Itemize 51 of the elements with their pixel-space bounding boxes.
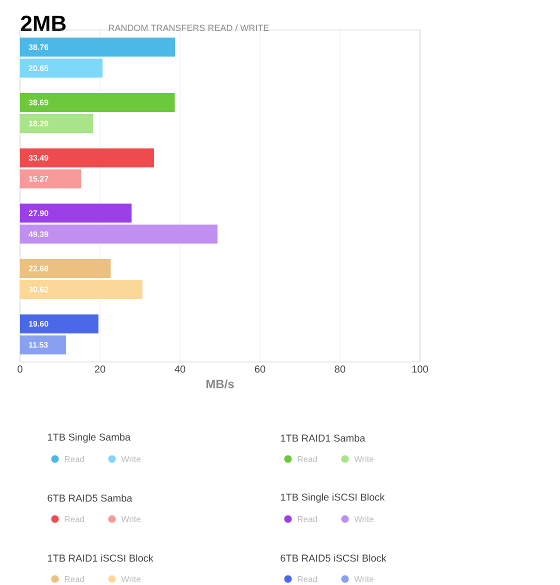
data-label: 33.49 — [28, 154, 48, 161]
bar — [20, 224, 218, 244]
bar — [20, 259, 111, 278]
data-label: 18.29 — [29, 120, 48, 126]
data-label: 38.69 — [28, 100, 48, 106]
text: Read — [298, 456, 317, 462]
text: 1TB RAID1 iSCSI Block — [48, 554, 154, 562]
bar — [20, 58, 103, 78]
bar — [20, 314, 98, 334]
data-label: 20.65 — [28, 65, 48, 71]
data-label: 11.53 — [29, 342, 48, 348]
text: 6TB RAID5 iSCSI Block — [280, 554, 386, 562]
x-tick-label: 100 — [412, 366, 428, 373]
text: Write — [354, 516, 374, 522]
data-label: 30.62 — [28, 286, 48, 292]
text: 1TB Single iSCSI Block — [280, 493, 385, 503]
bar — [20, 280, 142, 299]
text: Read — [298, 516, 317, 522]
chart-title: 2MB — [20, 16, 66, 31]
text: Write — [354, 576, 374, 582]
x-tick-label: 0 — [18, 366, 22, 373]
text: Write — [121, 516, 140, 522]
x-axis-title: MB/s — [206, 379, 234, 388]
text: Read — [298, 576, 317, 582]
text: Write — [354, 456, 374, 462]
text: 6TB RAID5 Samba — [48, 494, 132, 502]
text: 1TB RAID1 Samba — [280, 434, 366, 442]
data-label: 22.68 — [28, 266, 48, 272]
data-label: 19.60 — [29, 321, 48, 327]
data-label: 27.90 — [28, 210, 48, 216]
bar — [20, 148, 154, 168]
x-tick-label: 80 — [334, 366, 346, 373]
bar — [20, 93, 175, 112]
legend-label: Write — [121, 456, 140, 462]
bar — [20, 38, 176, 57]
x-tick-label: 60 — [254, 366, 266, 373]
chart-subtitle: RANDOM TRANSFERS READ / WRITE — [108, 24, 269, 32]
x-tick-label: 20 — [94, 366, 106, 373]
text: 1TB Single Samba — [48, 433, 131, 443]
bar — [20, 114, 94, 133]
text: Read — [64, 576, 84, 582]
data-label: 49.39 — [28, 231, 48, 238]
text: Write — [121, 576, 140, 582]
bar — [20, 335, 66, 354]
text: Read — [64, 516, 84, 522]
bar — [20, 169, 82, 188]
data-label: 38.76 — [28, 44, 48, 50]
x-tick-label: 40 — [174, 366, 186, 373]
data-label: 15.27 — [29, 176, 48, 182]
legend-label: Read — [64, 456, 84, 462]
bar — [20, 204, 132, 223]
